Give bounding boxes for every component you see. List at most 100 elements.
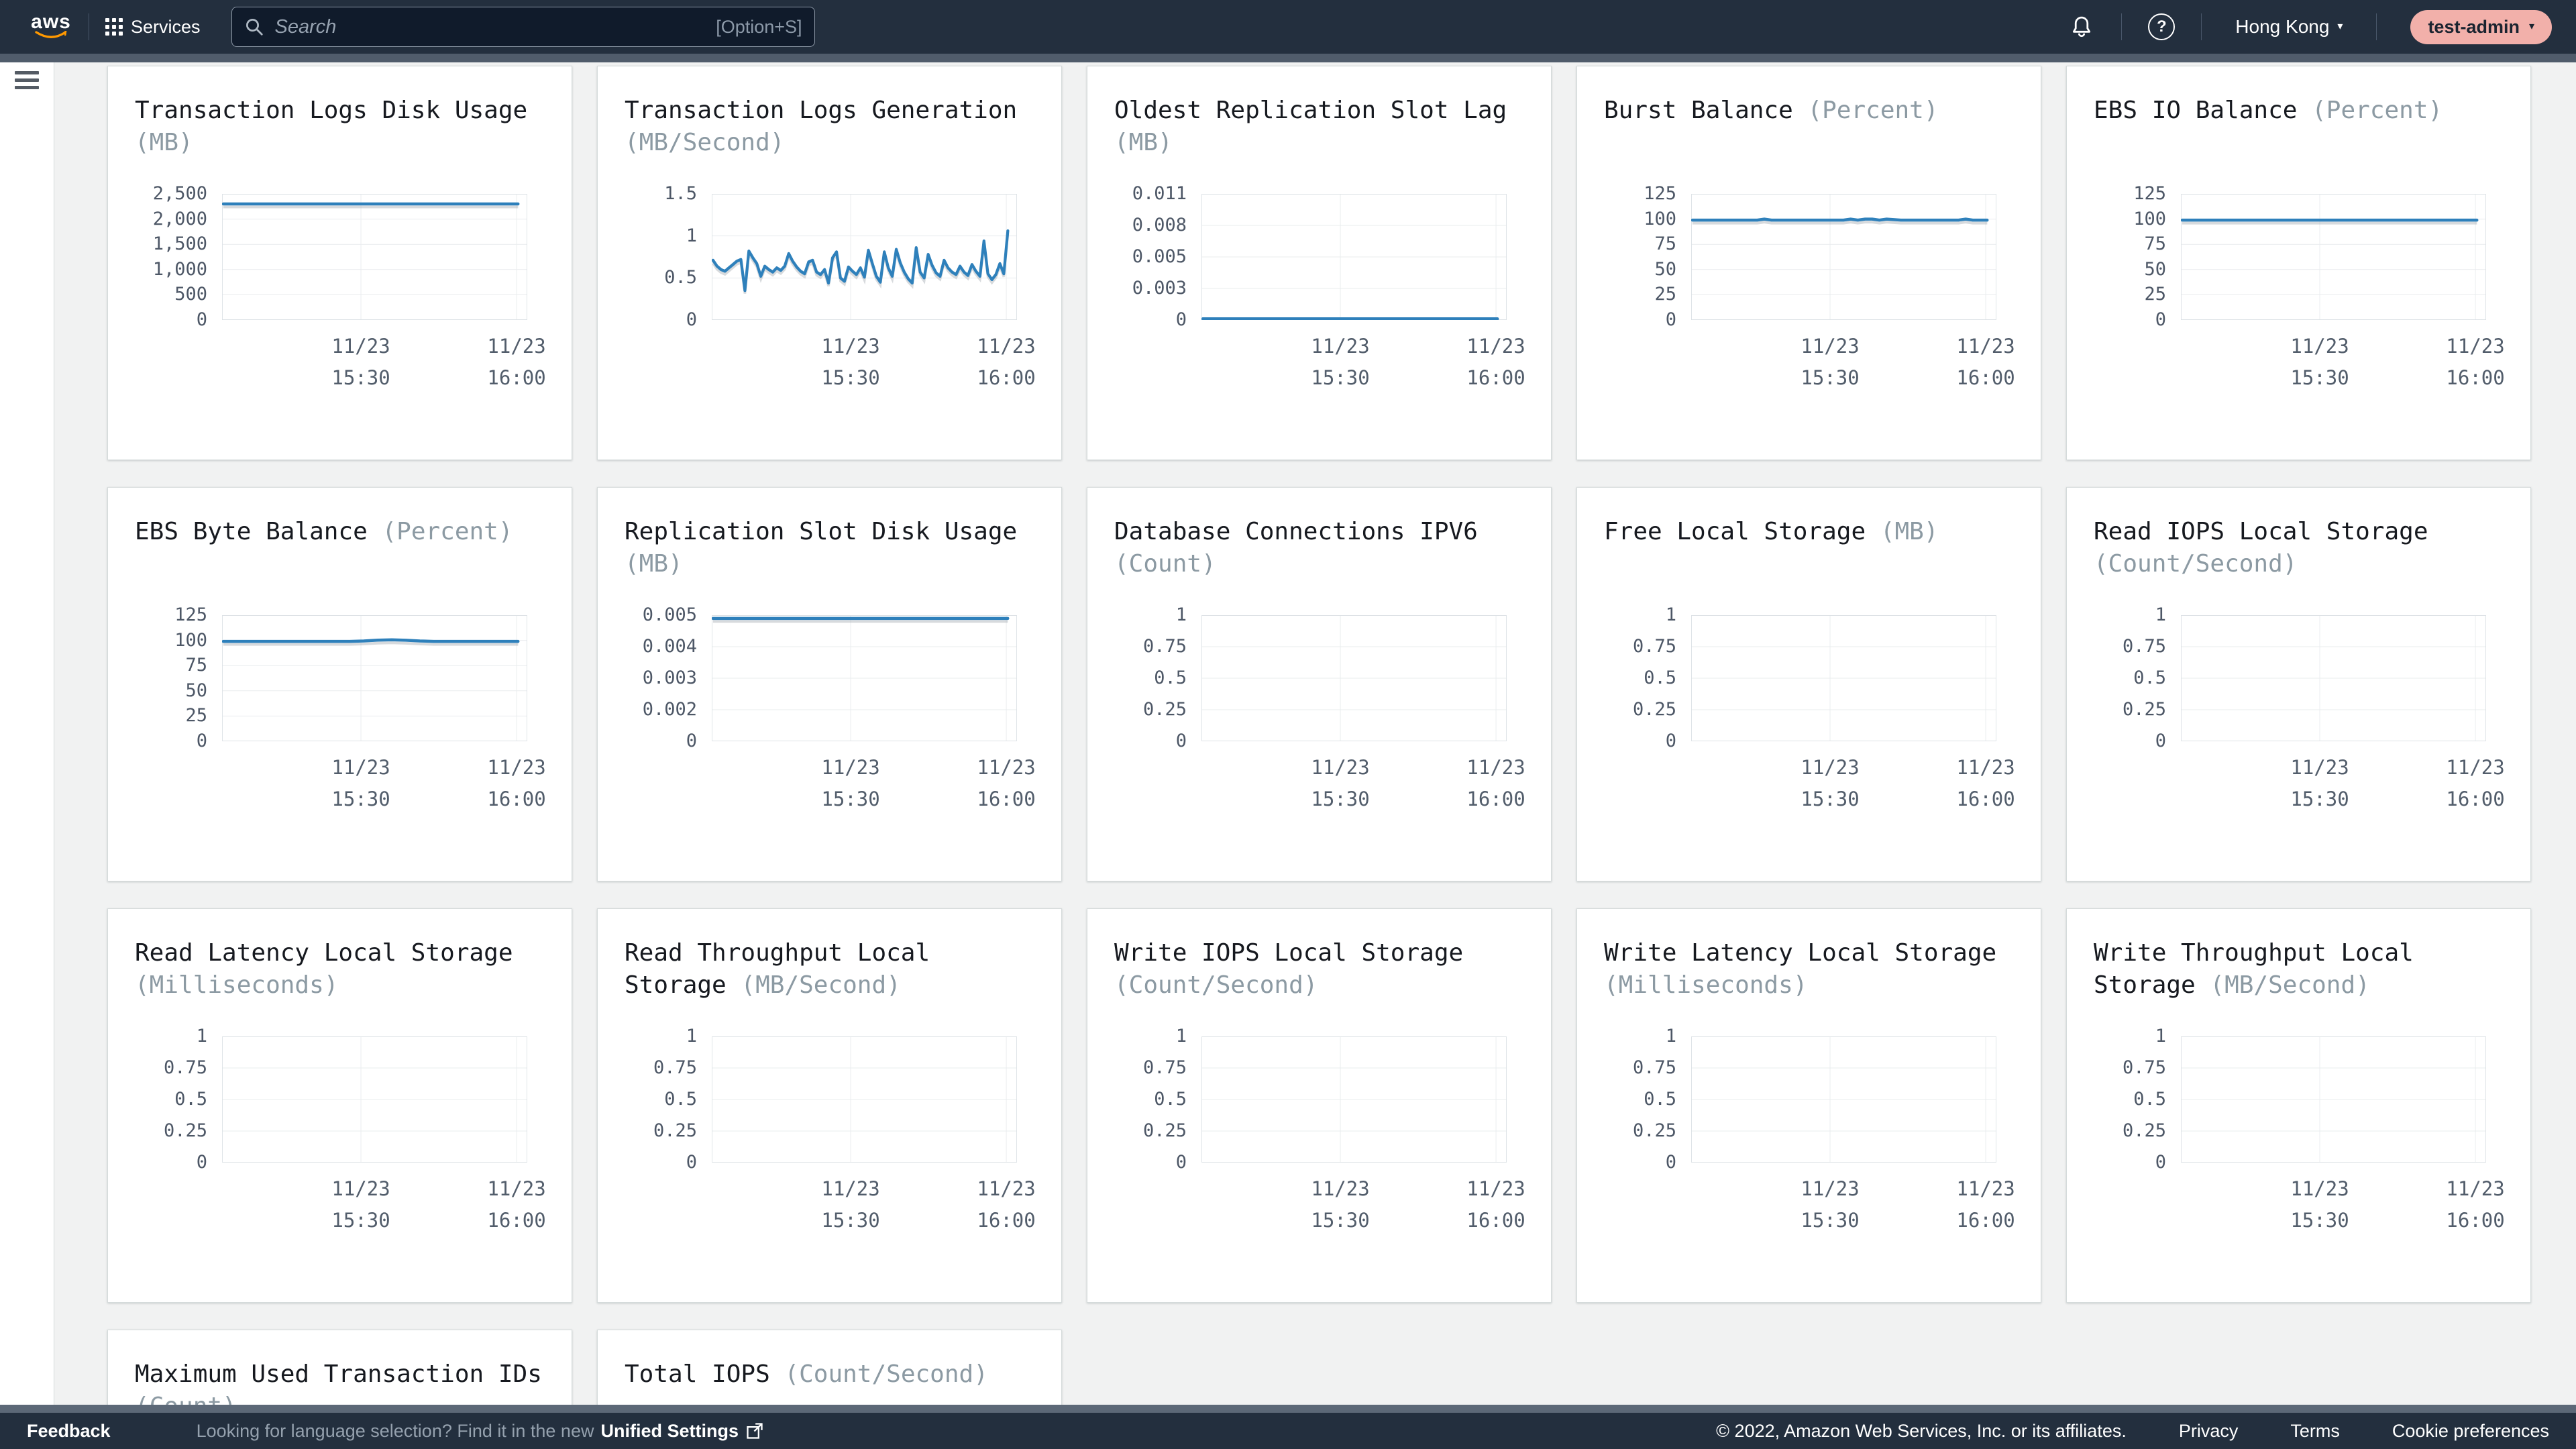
y-tick-label: 1 <box>1665 1026 1676 1046</box>
privacy-link[interactable]: Privacy <box>2178 1420 2239 1441</box>
chart-plot-area[interactable]: 125 100 75 50 25 0 11/23 15:30 11/23 16:00 <box>2094 183 2506 405</box>
cookie-preferences-link[interactable]: Cookie preferences <box>2392 1420 2549 1441</box>
y-axis-labels: 1 0.75 0.5 0.25 0 <box>1604 604 1676 751</box>
feedback-button[interactable]: Feedback <box>27 1420 111 1441</box>
chart-plot-area[interactable]: 1 0.75 0.5 0.25 0 11/23 15:30 11/23 16:00 <box>1114 1026 1527 1247</box>
y-tick-label: 0.75 <box>1632 1057 1676 1078</box>
chart-plot-area[interactable]: 0.005 0.004 0.003 0.002 0 11/23 15:30 11/23 16:0… <box>625 604 1037 826</box>
chart-title: Free Local Storage (MB) <box>1604 516 2017 615</box>
chart-unit: (Count) <box>1114 549 1216 578</box>
y-tick-label: 0.5 <box>1154 667 1187 688</box>
chart-title: EBS IO Balance (Percent) <box>2094 95 2506 194</box>
footer-bar: Feedback Looking for language selection?… <box>0 1413 2576 1449</box>
x-tick-label: 11/23 16:00 <box>2446 1177 2505 1232</box>
y-axis-labels: 0.005 0.004 0.003 0.002 0 <box>625 604 697 751</box>
x-tick-label: 11/23 15:30 <box>1801 1177 1860 1232</box>
aws-smile-icon <box>35 31 67 38</box>
nav-divider <box>2376 13 2377 40</box>
chart-plot-area[interactable]: 125 100 75 50 25 0 11/23 15:30 11/23 16:00 <box>1604 183 2017 405</box>
notifications-button[interactable] <box>2058 14 2105 40</box>
search-input[interactable] <box>273 15 707 39</box>
x-axis-labels: 11/23 15:30 11/23 16:00 <box>712 752 1035 826</box>
x-tick-label: 11/23 16:00 <box>1466 756 1525 810</box>
x-axis-labels: 11/23 15:30 11/23 16:00 <box>712 1173 1035 1247</box>
unified-settings-link[interactable]: Unified Settings <box>600 1420 739 1441</box>
chart-plot-area[interactable]: 1 0.75 0.5 0.25 0 11/23 15:30 11/23 16:00 <box>2094 1026 2506 1247</box>
x-tick-label: 11/23 15:30 <box>1801 756 1860 810</box>
y-tick-label: 0.25 <box>1142 699 1187 720</box>
metric-card: Write Latency Local Storage (Millisecond… <box>1576 908 2041 1303</box>
metric-card: Database Connections IPV6 (Count) 1 0.75 0.… <box>1087 487 1552 881</box>
y-tick-label: 0 <box>1175 731 1187 751</box>
y-tick-label: 0 <box>1175 1152 1187 1173</box>
y-tick-label: 1 <box>2155 1026 2166 1046</box>
chart-plot-area[interactable]: 1 0.75 0.5 0.25 0 11/23 15:30 11/23 16:00 <box>2094 604 2506 826</box>
chart-plot-area[interactable]: 1.5 1 0.5 0 11/23 15:30 11/23 16:00 <box>625 183 1037 405</box>
chart-plot-area[interactable]: 125 100 75 50 25 0 11/23 15:30 11/23 16:00 <box>135 604 547 826</box>
top-navigation-bar: aws Services [Option+S] ? <box>0 0 2576 54</box>
chart-plot-area[interactable]: 1 0.75 0.5 0.25 0 11/23 15:30 11/23 16:00 <box>1114 604 1527 826</box>
chart-unit: (Count/Second) <box>784 1360 988 1388</box>
metric-card: EBS Byte Balance (Percent) 125 100 75 50 25 0 1… <box>107 487 572 881</box>
metric-card: Free Local Storage (MB) 1 0.75 0.5 0.25 0 11/2… <box>1576 487 2041 881</box>
nav-divider <box>2121 13 2123 40</box>
plot-canvas <box>1691 615 1996 741</box>
chart-plot-area[interactable]: 2,500 2,000 1,500 1,000 500 0 11/23 15:30 11/23 1… <box>135 183 547 405</box>
aws-logo[interactable]: aws <box>30 11 72 40</box>
chart-title-text: Read Latency Local Storage <box>135 939 513 967</box>
terms-link[interactable]: Terms <box>2290 1420 2340 1441</box>
language-hint-text: Looking for language selection? Find it … <box>196 1420 594 1441</box>
y-tick-label: 2,500 <box>152 183 207 204</box>
y-axis-labels: 125 100 75 50 25 0 <box>1604 183 1676 330</box>
region-selector[interactable]: Hong Kong ▾ <box>2218 16 2360 38</box>
chart-plot-area[interactable]: 1 0.75 0.5 0.25 0 11/23 15:30 11/23 16:00 <box>135 1026 547 1247</box>
plot-canvas <box>222 615 527 741</box>
y-tick-label: 1 <box>196 1026 207 1046</box>
plot-canvas <box>2181 194 2486 320</box>
metrics-panel: Transaction Logs Disk Usage (MB) 2,500 2,0… <box>54 54 2576 1413</box>
x-tick-label: 11/23 16:00 <box>487 756 546 810</box>
plot-canvas <box>1201 1036 1507 1163</box>
chart-title-text: Write Latency Local Storage <box>1604 939 1997 967</box>
chart-title: EBS Byte Balance (Percent) <box>135 516 547 615</box>
help-button[interactable]: ? <box>2138 13 2185 40</box>
nav-right-group: ? Hong Kong ▾ test-admin ▾ <box>2058 9 2552 44</box>
aws-logo-text: aws <box>31 11 71 33</box>
y-tick-label: 1,500 <box>152 233 207 255</box>
plot-canvas <box>1691 194 1996 320</box>
footer-links: © 2022, Amazon Web Services, Inc. or its… <box>1716 1421 2549 1442</box>
y-tick-label: 75 <box>185 655 207 676</box>
plot-canvas <box>1201 615 1507 741</box>
y-tick-label: 1,000 <box>152 258 207 280</box>
x-axis-labels: 11/23 15:30 11/23 16:00 <box>712 331 1035 405</box>
y-axis-labels: 1 0.75 0.5 0.25 0 <box>1604 1026 1676 1173</box>
y-tick-label: 125 <box>2133 183 2166 204</box>
y-tick-label: 1 <box>686 225 697 246</box>
y-tick-label: 0.011 <box>1132 183 1187 204</box>
y-axis-labels: 125 100 75 50 25 0 <box>135 604 207 751</box>
chart-title-text: Transaction Logs Generation <box>625 97 1018 124</box>
hamburger-menu-button[interactable] <box>15 71 39 89</box>
plot-canvas <box>222 1036 527 1163</box>
services-menu-button[interactable]: Services <box>105 17 201 38</box>
y-tick-label: 0.5 <box>664 267 697 288</box>
chart-plot-area[interactable]: 1 0.75 0.5 0.25 0 11/23 15:30 11/23 16:00 <box>1604 604 2017 826</box>
horizontal-scrollbar[interactable] <box>0 1405 2576 1413</box>
y-tick-label: 0 <box>686 1152 697 1173</box>
account-menu-button[interactable]: test-admin ▾ <box>2410 9 2552 44</box>
y-tick-label: 0.25 <box>2122 1120 2166 1141</box>
chart-plot-area[interactable]: 1 0.75 0.5 0.25 0 11/23 15:30 11/23 16:00 <box>625 1026 1037 1247</box>
chart-plot-area[interactable]: 0.011 0.008 0.005 0.003 0 11/23 15:30 11/23 16:0… <box>1114 183 1527 405</box>
chart-plot-area[interactable]: 1 0.75 0.5 0.25 0 11/23 15:30 11/23 16:00 <box>1604 1026 2017 1247</box>
x-tick-label: 11/23 15:30 <box>1311 756 1370 810</box>
y-axis-labels: 1 0.75 0.5 0.25 0 <box>625 1026 697 1173</box>
x-tick-label: 11/23 16:00 <box>2446 756 2505 810</box>
x-axis-labels: 11/23 15:30 11/23 16:00 <box>222 1173 545 1247</box>
chart-title: Read Throughput Local Storage (MB/Second… <box>625 937 1037 1036</box>
y-tick-label: 50 <box>185 680 207 701</box>
y-axis-labels: 1 0.75 0.5 0.25 0 <box>135 1026 207 1173</box>
chart-title-text: Oldest Replication Slot Lag <box>1114 97 1507 124</box>
chart-unit: (Percent) <box>1807 97 1939 124</box>
services-grid-icon <box>105 18 123 36</box>
x-tick-label: 11/23 16:00 <box>977 756 1036 810</box>
